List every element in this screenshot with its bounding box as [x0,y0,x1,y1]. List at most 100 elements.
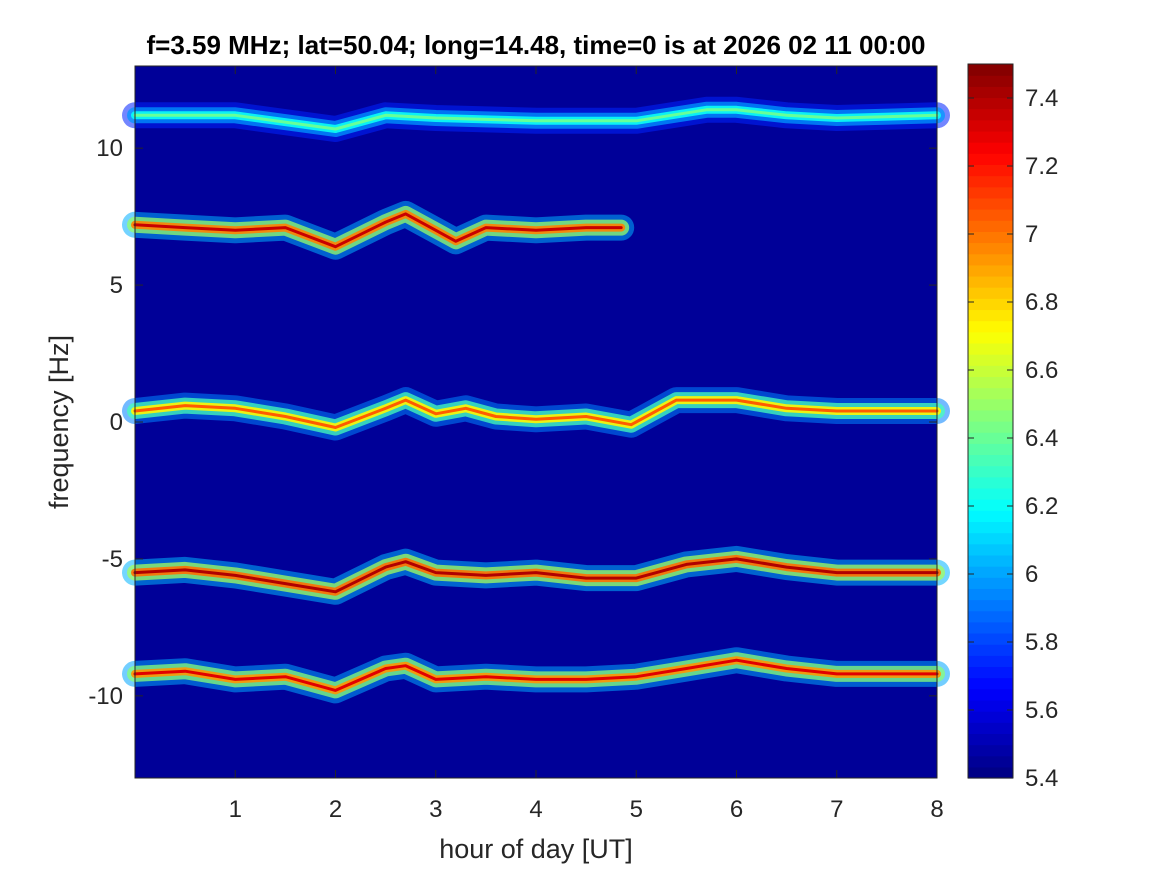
colorbar-step [968,376,1013,389]
colorbar-step [968,309,1013,322]
trace-1-layer-4 [133,212,623,249]
colorbar-step [968,510,1013,523]
chart-title: f=3.59 MHz; lat=50.04; long=14.48, time=… [146,30,925,60]
colorbar-step [968,86,1013,99]
colorbar-step [968,454,1013,467]
colorbar-step [968,97,1013,110]
colorbar-step [968,588,1013,601]
colorbar-step [968,421,1013,433]
colorbar-step [968,499,1013,511]
colorbar-step [968,253,1013,266]
colorbar-ticks: 5.4 5.6 5.8 6 6.2 6.4 6.6 6.8 7 7.2 7.4 [968,85,1058,792]
trace-5-layer-4 [133,108,939,131]
colorbar-step [968,197,1013,210]
colorbar-step [968,621,1013,634]
colorbar-step [968,632,1013,645]
colorbar-step [968,677,1013,690]
colorbar-step [968,465,1013,478]
colorbar-step [968,242,1013,255]
colorbar-step [968,365,1013,377]
colorbar-step [968,220,1013,232]
colorbar-step [968,699,1013,712]
trace-3 [122,545,950,605]
trace-4 [122,647,950,704]
colorbar-step [968,108,1013,121]
colorbar-step [968,755,1013,768]
colorbar-step [968,264,1013,277]
colorbar-step [968,744,1013,757]
colorbar-step [968,298,1013,311]
x-tick-label: 4 [529,796,542,823]
colorbar: 5.4 5.6 5.8 6 6.2 6.4 6.6 6.8 7 7.2 7.4 [967,63,1058,792]
colorbar-step [968,398,1013,411]
colorbar-step [968,432,1013,444]
y-tick-label: -10 [88,683,123,710]
colorbar-step [968,64,1013,76]
colorbar-tick-label: 6.6 [1025,357,1058,384]
colorbar-step [968,766,1013,779]
y-tick-label: 10 [96,135,123,162]
trace-4-layer-4 [133,658,939,692]
colorbar-step [968,655,1013,668]
x-tick-label: 3 [429,796,442,823]
colorbar-step [968,275,1013,288]
colorbar-step [968,164,1013,177]
colorbar-step [968,387,1013,400]
colorbar-step [968,688,1013,701]
colorbar-step [968,75,1013,87]
colorbar-tick-label: 7.2 [1025,153,1058,180]
y-axis-label: frequency [Hz] [44,335,74,509]
colorbar-step [968,209,1013,221]
colorbar-step [968,543,1013,556]
colorbar-step [968,711,1013,723]
x-axis-ticks: 1 2 3 4 5 6 7 8 [229,66,944,823]
colorbar-step [968,532,1013,545]
trace-5 [122,96,950,142]
colorbar-step [968,342,1013,355]
colorbar-tick-label: 5.8 [1025,629,1058,656]
y-tick-label: 0 [110,409,123,436]
colorbar-step [968,666,1013,679]
colorbar-step [968,331,1013,344]
x-tick-label: 6 [730,796,743,823]
colorbar-step [968,320,1013,333]
colorbar-tick-label: 6 [1025,561,1038,588]
x-tick-label: 1 [229,796,242,823]
colorbar-tick-label: 6.4 [1025,425,1058,452]
colorbar-step [968,476,1013,489]
colorbar-step [968,175,1013,188]
y-tick-label: 5 [110,272,123,299]
colorbar-step [968,566,1013,578]
colorbar-step [968,599,1013,612]
x-tick-label: 2 [329,796,342,823]
colorbar-step [968,644,1013,656]
colorbar-tick-label: 5.6 [1025,697,1058,724]
colorbar-tick-label: 7.4 [1025,85,1058,112]
spectral-traces [122,96,950,704]
colorbar-step [968,487,1013,500]
colorbar-step [968,231,1013,244]
y-axis-ticks: 10 5 0 -5 -10 [88,135,937,710]
plot-area [122,65,950,779]
colorbar-gradient [968,64,1013,779]
trace-1 [122,200,635,260]
trace-3-layer-4 [133,557,939,594]
colorbar-tick-label: 6.8 [1025,289,1058,316]
colorbar-step [968,153,1013,166]
x-tick-label: 5 [630,796,643,823]
colorbar-tick-label: 6.2 [1025,493,1058,520]
colorbar-step [968,521,1013,534]
colorbar-step [968,722,1013,734]
colorbar-step [968,409,1013,422]
colorbar-step [968,142,1013,154]
trace-2 [122,387,950,441]
colorbar-tick-label: 7 [1025,221,1038,248]
colorbar-step [968,130,1013,143]
colorbar-frame [967,63,1014,779]
x-tick-label: 8 [930,796,943,823]
colorbar-step [968,287,1013,299]
y-tick-label: -5 [102,546,123,573]
x-tick-label: 7 [830,796,843,823]
colorbar-tick-label: 5.4 [1025,765,1058,792]
